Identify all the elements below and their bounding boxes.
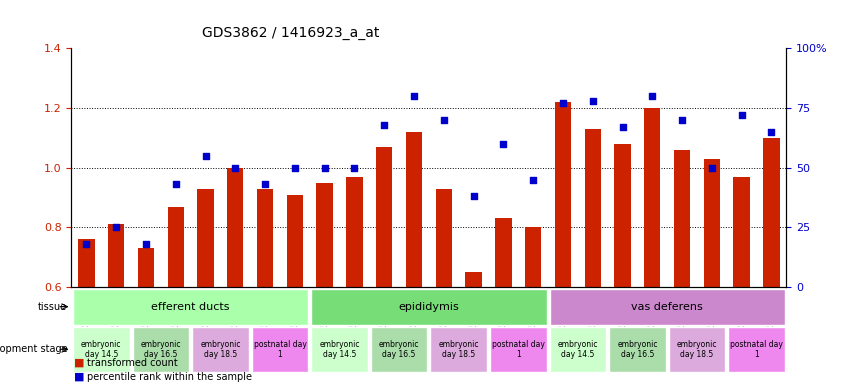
Point: [616, 124, 629, 130]
Point: [437, 117, 451, 123]
Bar: [346, 177, 362, 287]
FancyBboxPatch shape: [311, 327, 368, 372]
Point: [586, 98, 600, 104]
Text: GDS3862 / 1416923_a_at: GDS3862 / 1416923_a_at: [202, 26, 379, 40]
FancyBboxPatch shape: [73, 327, 130, 372]
FancyBboxPatch shape: [728, 327, 785, 372]
FancyBboxPatch shape: [549, 289, 785, 324]
Text: embryonic
day 18.5: embryonic day 18.5: [438, 339, 479, 359]
Text: embryonic
day 16.5: embryonic day 16.5: [140, 339, 181, 359]
Point: [735, 112, 748, 118]
Bar: [584, 129, 601, 287]
Bar: [614, 144, 631, 287]
Bar: [316, 182, 333, 287]
Text: postnatal day
1: postnatal day 1: [730, 339, 783, 359]
Bar: [495, 218, 511, 287]
Text: epididymis: epididymis: [399, 302, 459, 312]
Text: embryonic
day 16.5: embryonic day 16.5: [617, 339, 658, 359]
FancyBboxPatch shape: [251, 327, 309, 372]
Bar: [257, 189, 273, 287]
Point: [556, 100, 569, 106]
Point: [198, 152, 212, 159]
Text: postnatal day
1: postnatal day 1: [253, 339, 306, 359]
Point: [140, 241, 153, 247]
FancyBboxPatch shape: [490, 327, 547, 372]
Text: embryonic
day 14.5: embryonic day 14.5: [558, 339, 598, 359]
Point: [80, 241, 93, 247]
Bar: [733, 177, 750, 287]
Bar: [644, 108, 660, 287]
Bar: [436, 189, 452, 287]
FancyBboxPatch shape: [431, 327, 487, 372]
Bar: [764, 138, 780, 287]
Point: [407, 93, 420, 99]
Bar: [704, 159, 720, 287]
Text: embryonic
day 18.5: embryonic day 18.5: [677, 339, 717, 359]
Bar: [198, 189, 214, 287]
FancyBboxPatch shape: [311, 289, 547, 324]
FancyBboxPatch shape: [133, 327, 189, 372]
Text: ■: ■: [74, 372, 84, 382]
Point: [497, 141, 510, 147]
FancyBboxPatch shape: [669, 327, 725, 372]
Text: embryonic
day 14.5: embryonic day 14.5: [320, 339, 360, 359]
Text: vas deferens: vas deferens: [632, 302, 703, 312]
Text: transformed count: transformed count: [87, 358, 177, 368]
Point: [764, 129, 778, 135]
Text: ■: ■: [74, 358, 84, 368]
Point: [318, 165, 331, 171]
Bar: [108, 224, 124, 287]
Text: tissue: tissue: [38, 302, 67, 312]
Bar: [287, 195, 303, 287]
Bar: [465, 272, 482, 287]
Point: [169, 181, 182, 187]
FancyBboxPatch shape: [371, 327, 427, 372]
Point: [526, 177, 540, 183]
Bar: [78, 239, 94, 287]
Text: percentile rank within the sample: percentile rank within the sample: [87, 372, 251, 382]
FancyBboxPatch shape: [192, 327, 249, 372]
Point: [288, 165, 302, 171]
Bar: [167, 207, 184, 287]
Point: [378, 121, 391, 127]
Text: embryonic
day 16.5: embryonic day 16.5: [379, 339, 420, 359]
Point: [705, 165, 718, 171]
Text: postnatal day
1: postnatal day 1: [492, 339, 545, 359]
Bar: [376, 147, 393, 287]
Point: [467, 193, 480, 199]
Text: development stage: development stage: [0, 344, 67, 354]
Bar: [138, 248, 154, 287]
Bar: [227, 168, 244, 287]
Text: embryonic
day 14.5: embryonic day 14.5: [81, 339, 121, 359]
Text: efferent ducts: efferent ducts: [151, 302, 230, 312]
Point: [347, 165, 361, 171]
FancyBboxPatch shape: [609, 327, 666, 372]
Point: [258, 181, 272, 187]
Text: embryonic
day 18.5: embryonic day 18.5: [200, 339, 241, 359]
Point: [229, 165, 242, 171]
Bar: [525, 227, 542, 287]
Point: [109, 224, 123, 230]
Bar: [555, 102, 571, 287]
Point: [646, 93, 659, 99]
FancyBboxPatch shape: [73, 289, 309, 324]
Point: [675, 117, 689, 123]
FancyBboxPatch shape: [549, 327, 606, 372]
Bar: [674, 150, 690, 287]
Bar: [406, 132, 422, 287]
